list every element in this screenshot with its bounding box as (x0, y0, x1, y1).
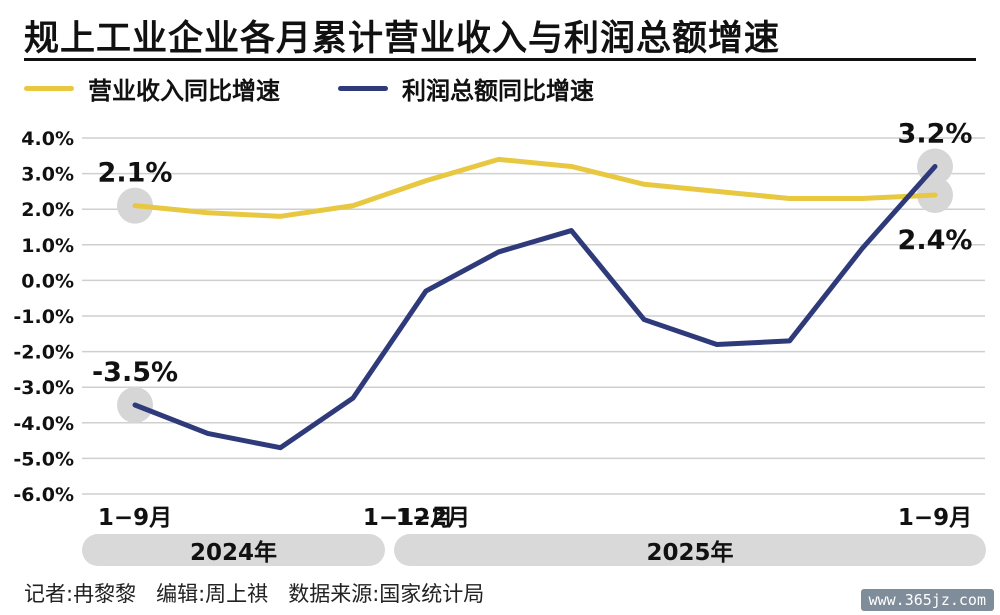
y-tick-label: -2.0% (13, 342, 74, 364)
chart-title: 规上工业企业各月累计营业收入与利润总额增速 (24, 19, 781, 59)
series-line-revenue (132, 156, 938, 219)
y-tick-label: 0.0% (21, 270, 74, 292)
y-tick-label: -4.0% (13, 413, 74, 435)
data-label: 2.4% (898, 225, 973, 256)
legend-swatch-profit (338, 85, 388, 91)
x-tick-label: 1−9月 (98, 505, 172, 531)
legend: 营业收入同比增速 利润总额同比增速 (24, 70, 652, 106)
y-tick-label: 4.0% (21, 128, 74, 150)
year-label-2024: 2024年 (82, 534, 385, 566)
y-tick-label: 1.0% (21, 235, 74, 257)
legend-label-revenue: 营业收入同比增速 (88, 76, 280, 105)
data-label: 3.2% (898, 118, 973, 149)
source-credit: 数据来源:国家统计局 (288, 582, 485, 606)
data-label: -3.5% (92, 357, 178, 388)
y-tick-label: 3.0% (21, 164, 74, 186)
data-label: 2.1% (98, 158, 173, 189)
y-tick-label: -1.0% (13, 306, 74, 328)
watermark: www.365jz.com (860, 589, 994, 611)
y-tick-label: -5.0% (13, 448, 74, 470)
series-line-profit (132, 163, 938, 451)
editor-credit: 编辑:周上祺 (156, 582, 269, 606)
reporter-credit: 记者:冉黎黎 (24, 582, 137, 606)
y-tick-label: 2.0% (21, 199, 74, 221)
legend-item-revenue: 营业收入同比增速 (24, 71, 280, 106)
title-underline (24, 58, 976, 61)
x-tick-label: 1−2月 (396, 505, 470, 531)
x-tick-label: 1−12月 (363, 505, 453, 531)
legend-item-profit: 利润总额同比增速 (338, 71, 594, 106)
legend-label-profit: 利润总额同比增速 (402, 76, 594, 105)
x-tick-label: 1−9月 (898, 505, 972, 531)
legend-swatch-revenue (24, 85, 74, 91)
year-label-2025: 2025年 (394, 534, 986, 566)
y-tick-label: -6.0% (13, 484, 74, 506)
footer-credits: 记者:冉黎黎 编辑:周上祺 数据来源:国家统计局 (24, 578, 484, 608)
y-tick-label: -3.0% (13, 377, 74, 399)
